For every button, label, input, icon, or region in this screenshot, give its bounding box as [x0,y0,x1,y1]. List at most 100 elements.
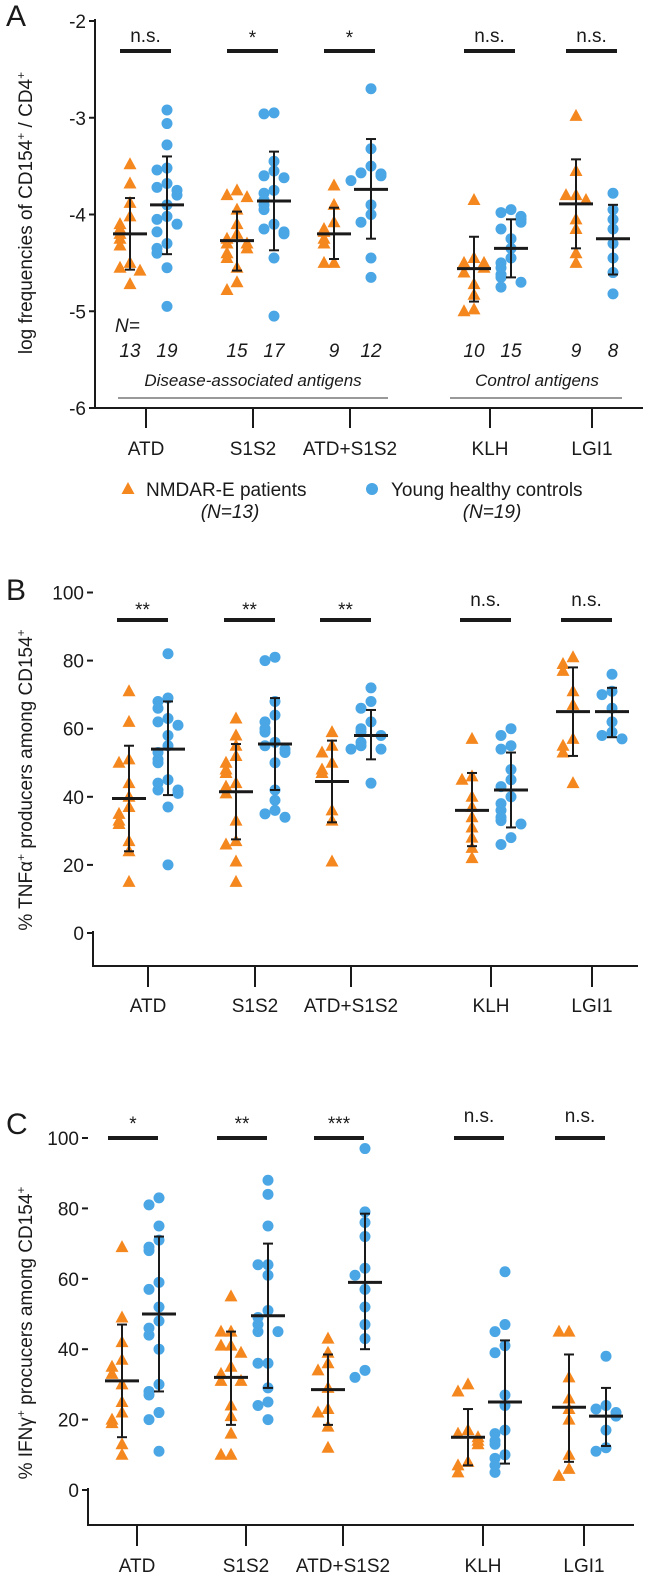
superscript: + [14,72,28,79]
patient-point [321,1440,335,1453]
patient-point [105,1416,119,1429]
patient-point [122,684,136,697]
panel-letter: C [6,1108,28,1141]
patient-point [113,231,127,244]
y-axis-title: % IFNγ+ procucers among CD154+ [14,1187,37,1480]
superscript: + [14,1187,28,1194]
patient-point [105,1359,119,1372]
y-axis-title-part: / CD4 [16,78,37,132]
patient-point [465,851,479,864]
n-count-patients: 9 [329,341,340,362]
patient-point [123,277,137,290]
control-point [616,733,628,745]
control-point [495,730,507,742]
y-axis-title-part: % IFNγ [16,1417,37,1480]
patient-point [321,1331,335,1344]
control-point [365,777,377,789]
patient-point [311,1405,325,1418]
y-tick-label: -4 [69,206,86,227]
control-point [161,118,173,130]
n-count-patients: 9 [571,341,582,362]
y-tick-label: -5 [69,302,86,323]
control-point [252,1400,264,1412]
control-point [495,223,507,235]
control-point [495,271,507,283]
significance-label: n.s. [130,26,161,47]
control-point [259,655,271,667]
control-point [268,252,280,264]
control-point [153,1407,165,1419]
control-point [151,247,163,259]
control-point [505,832,517,844]
patient-point [122,874,136,887]
control-point [355,167,367,179]
control-point [590,1445,602,1457]
control-point [607,288,619,300]
patient-point [220,282,234,295]
control-point [151,226,163,238]
control-point [596,689,608,701]
patient-point [467,302,481,315]
x-tick-label: LGI1 [571,439,612,460]
control-point [499,1319,511,1331]
x-tick-label: LGI1 [563,1556,604,1577]
legend-patients-label: NMDAR-E patients [146,480,307,501]
control-point [278,172,290,184]
patient-point [569,108,583,121]
x-tick-label: LGI1 [571,996,612,1017]
control-point [505,740,517,752]
control-point [162,801,174,813]
n-count-controls: 15 [500,341,522,362]
y-axis-title-part: % TNFα [16,861,37,931]
y-tick-label: -3 [69,109,86,130]
x-tick-label: KLH [465,1556,502,1577]
y-tick-label: 100 [52,584,84,605]
control-point [349,1371,361,1383]
control-point [259,808,271,820]
significance-label: n.s. [565,1106,596,1127]
control-point [505,723,517,735]
patient-point [240,190,254,203]
control-point [171,189,183,201]
control-point [143,1389,155,1401]
n-count-patients: 10 [463,341,485,362]
control-point [269,804,281,816]
control-point [365,695,377,707]
control-point [151,164,163,176]
control-point [495,281,507,293]
control-point [258,170,270,182]
control-point [152,784,164,796]
patient-point [113,238,127,251]
superscript: + [14,854,28,861]
control-point [515,818,527,830]
superscript: + [14,1410,28,1417]
patient-point [315,745,329,758]
y-tick-label: 100 [47,1129,79,1150]
patient-point [219,755,233,768]
superscript: + [14,133,28,140]
control-point [259,726,271,738]
patient-point [556,745,570,758]
control-point [143,1199,155,1211]
legend-patients-n: (N=13) [201,502,260,523]
y-axis-title: % TNFα+ producers among CD154+ [14,629,37,930]
control-point [262,1220,274,1232]
significance-label: ** [235,1114,250,1135]
y-tick-label: -2 [69,12,86,33]
control-point [153,1220,165,1232]
patient-point [214,1366,228,1379]
patient-point [566,776,580,789]
y-tick-label: 60 [63,720,84,741]
patient-point [325,854,339,867]
patient-point [451,1458,465,1471]
control-point [495,207,507,219]
x-tick-label: ATD+S1S2 [303,439,397,460]
patient-point [220,251,234,264]
patient-point [133,263,147,276]
x-tick-label: S1S2 [223,1556,269,1577]
control-point [489,1326,501,1338]
patient-point [559,188,573,201]
